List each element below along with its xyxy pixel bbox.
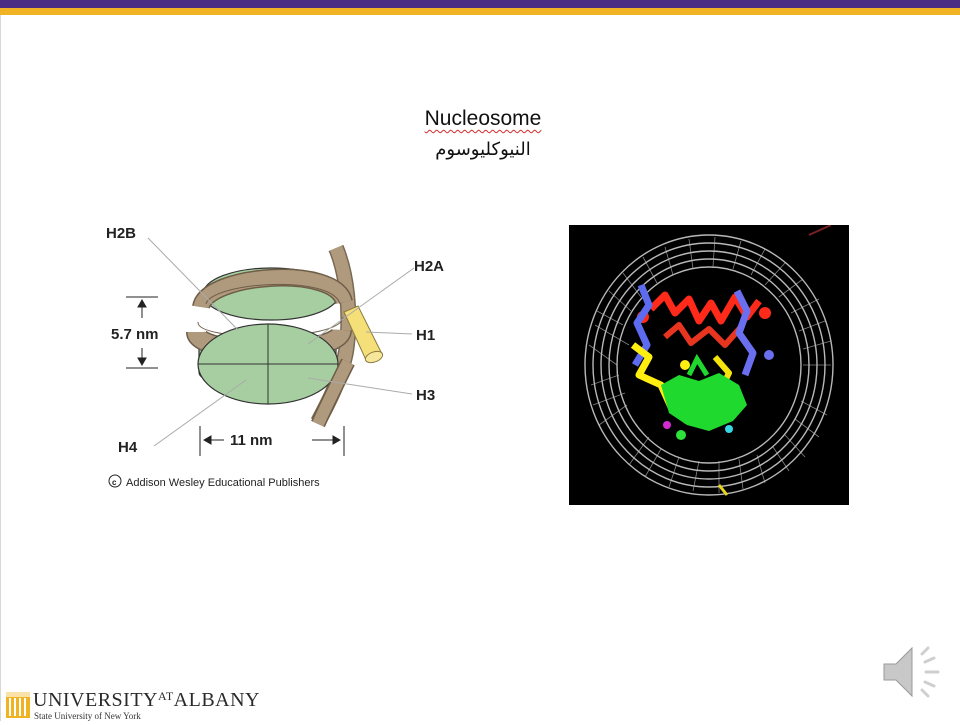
label-h3: H3	[416, 387, 435, 404]
university-logo	[4, 688, 274, 720]
label-width: 11 nm	[230, 432, 273, 449]
svg-text:c: c	[112, 478, 117, 487]
copyright-text: Addison Wesley Educational Publishers	[126, 477, 320, 489]
label-h2a: H2A	[414, 258, 444, 275]
label-h1: H1	[416, 327, 435, 344]
label-h2b: H2B	[106, 225, 136, 242]
top-bar-purple	[0, 0, 960, 8]
speaker-icon[interactable]	[880, 640, 944, 704]
slide-subtitle: النيوكليوسوم	[435, 139, 531, 160]
university-name: UNIVERSITYATALBANY	[33, 689, 261, 711]
university-subline: State University of New York	[34, 711, 141, 721]
nucleosome-diagram: H2B H2A H1 H3 H4 5.7 nm 11 nm c Addison …	[96, 212, 476, 502]
slide-title: Nucleosome	[424, 107, 542, 130]
label-h4: H4	[118, 439, 138, 456]
slide-border	[0, 15, 1, 721]
h1-linker	[343, 305, 384, 364]
university-logo-icon	[6, 692, 30, 718]
label-height: 5.7 nm	[111, 326, 159, 343]
nucleosome-structure-image	[569, 225, 849, 505]
top-bar-gold	[0, 8, 960, 15]
